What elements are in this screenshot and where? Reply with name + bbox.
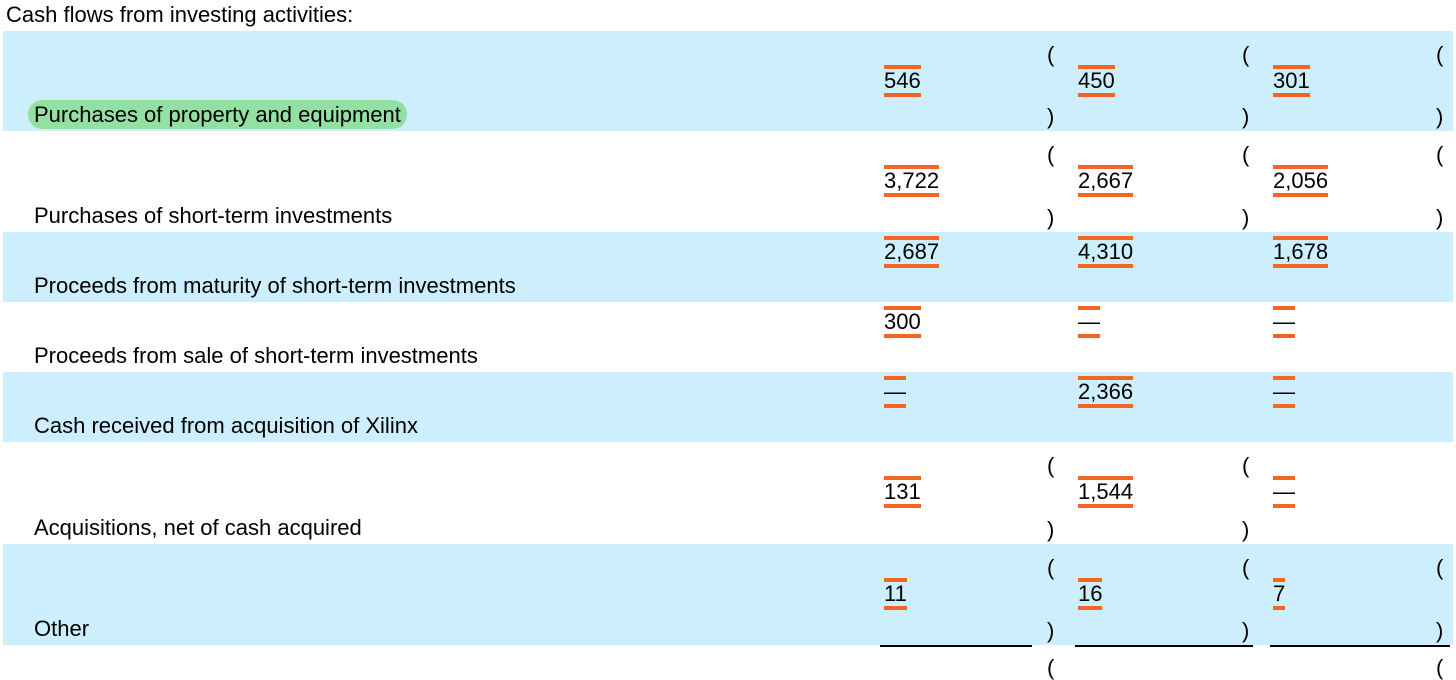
open-paren: ( bbox=[1242, 142, 1250, 167]
value-cell: 3,722 bbox=[884, 165, 940, 197]
open-paren: ( bbox=[1047, 142, 1055, 167]
close-paren: ) bbox=[1242, 104, 1250, 129]
total-rule bbox=[1075, 645, 1253, 647]
row-background bbox=[3, 232, 1453, 302]
value-cell: 1,678 bbox=[1273, 236, 1329, 268]
cell-value: 301 bbox=[1273, 65, 1310, 97]
value-cell: — bbox=[1078, 306, 1100, 338]
cell-value: — bbox=[1078, 306, 1100, 338]
close-paren: ) bbox=[1436, 618, 1444, 643]
row-label: Other bbox=[34, 616, 90, 641]
value-cell: 16 bbox=[1078, 578, 1103, 610]
cell-value: 3,722 bbox=[884, 165, 940, 197]
value-cell: 450 bbox=[1078, 65, 1115, 97]
open-paren: ( bbox=[1047, 555, 1055, 580]
cell-value: 16 bbox=[1078, 578, 1103, 610]
value-cell: 131 bbox=[884, 476, 921, 508]
value-cell: — bbox=[1273, 306, 1295, 338]
value-cell: 2,687 bbox=[884, 236, 940, 268]
value-cell: 546 bbox=[884, 65, 921, 97]
cell-value: 2,056 bbox=[1273, 165, 1329, 197]
open-paren: ( bbox=[1047, 655, 1055, 680]
cell-value: 131 bbox=[884, 476, 921, 508]
value-cell: 4,310 bbox=[1078, 236, 1134, 268]
value-cell: 2,366 bbox=[1078, 376, 1134, 408]
row-label: Proceeds from sale of short-term investm… bbox=[34, 343, 478, 368]
close-paren: ) bbox=[1242, 205, 1250, 230]
open-paren: ( bbox=[1242, 453, 1250, 478]
close-paren: ) bbox=[1047, 517, 1055, 542]
cell-value: — bbox=[1273, 476, 1295, 508]
cell-value: — bbox=[1273, 376, 1295, 408]
open-paren: ( bbox=[1047, 453, 1055, 478]
open-paren: ( bbox=[1436, 42, 1444, 67]
value-cell: — bbox=[1273, 476, 1295, 508]
close-paren: ) bbox=[1242, 618, 1250, 643]
value-cell: 1,544 bbox=[1078, 476, 1134, 508]
value-cell: 300 bbox=[884, 306, 921, 338]
cell-value: 2,687 bbox=[884, 236, 940, 268]
cell-value: 2,366 bbox=[1078, 376, 1134, 408]
value-cell: 11 bbox=[884, 578, 907, 610]
row-background bbox=[3, 544, 1453, 645]
row-label: Acquisitions, net of cash acquired bbox=[34, 515, 362, 540]
close-paren: ) bbox=[1047, 618, 1055, 643]
section-title: Cash flows from investing activities: bbox=[6, 2, 354, 27]
cell-value: — bbox=[884, 376, 906, 408]
value-cell: 2,667 bbox=[1078, 165, 1134, 197]
cell-value: 11 bbox=[884, 578, 907, 610]
close-paren: ) bbox=[1047, 104, 1055, 129]
open-paren: ( bbox=[1242, 555, 1250, 580]
value-cell: 301 bbox=[1273, 65, 1310, 97]
cell-value: 450 bbox=[1078, 65, 1115, 97]
open-paren: ( bbox=[1436, 555, 1444, 580]
close-paren: ) bbox=[1242, 517, 1250, 542]
total-rule bbox=[1270, 645, 1450, 647]
cell-value: 1,678 bbox=[1273, 236, 1329, 268]
row-label: Purchases of property and equipment bbox=[28, 100, 407, 129]
value-cell: — bbox=[1273, 376, 1295, 408]
row-label: Proceeds from maturity of short-term inv… bbox=[34, 273, 516, 298]
cell-value: 4,310 bbox=[1078, 236, 1134, 268]
cell-value: 300 bbox=[884, 306, 921, 338]
row-background bbox=[3, 372, 1453, 442]
row-label: Purchases of short-term investments bbox=[34, 203, 393, 228]
close-paren: ) bbox=[1436, 104, 1444, 129]
row-label: Cash received from acquisition of Xilinx bbox=[34, 413, 418, 438]
open-paren: ( bbox=[1436, 655, 1444, 680]
highlighted-label: Purchases of property and equipment bbox=[28, 100, 407, 129]
cell-value: 7 bbox=[1273, 578, 1286, 610]
value-cell: 2,056 bbox=[1273, 165, 1329, 197]
cell-value: 1,544 bbox=[1078, 476, 1134, 508]
total-rule bbox=[880, 645, 1032, 647]
open-paren: ( bbox=[1047, 42, 1055, 67]
value-cell: — bbox=[884, 376, 906, 408]
close-paren: ) bbox=[1436, 205, 1444, 230]
close-paren: ) bbox=[1047, 205, 1055, 230]
cell-value: — bbox=[1273, 306, 1295, 338]
open-paren: ( bbox=[1436, 142, 1444, 167]
cell-value: 2,667 bbox=[1078, 165, 1134, 197]
open-paren: ( bbox=[1242, 42, 1250, 67]
cell-value: 546 bbox=[884, 65, 921, 97]
value-cell: 7 bbox=[1273, 578, 1286, 610]
